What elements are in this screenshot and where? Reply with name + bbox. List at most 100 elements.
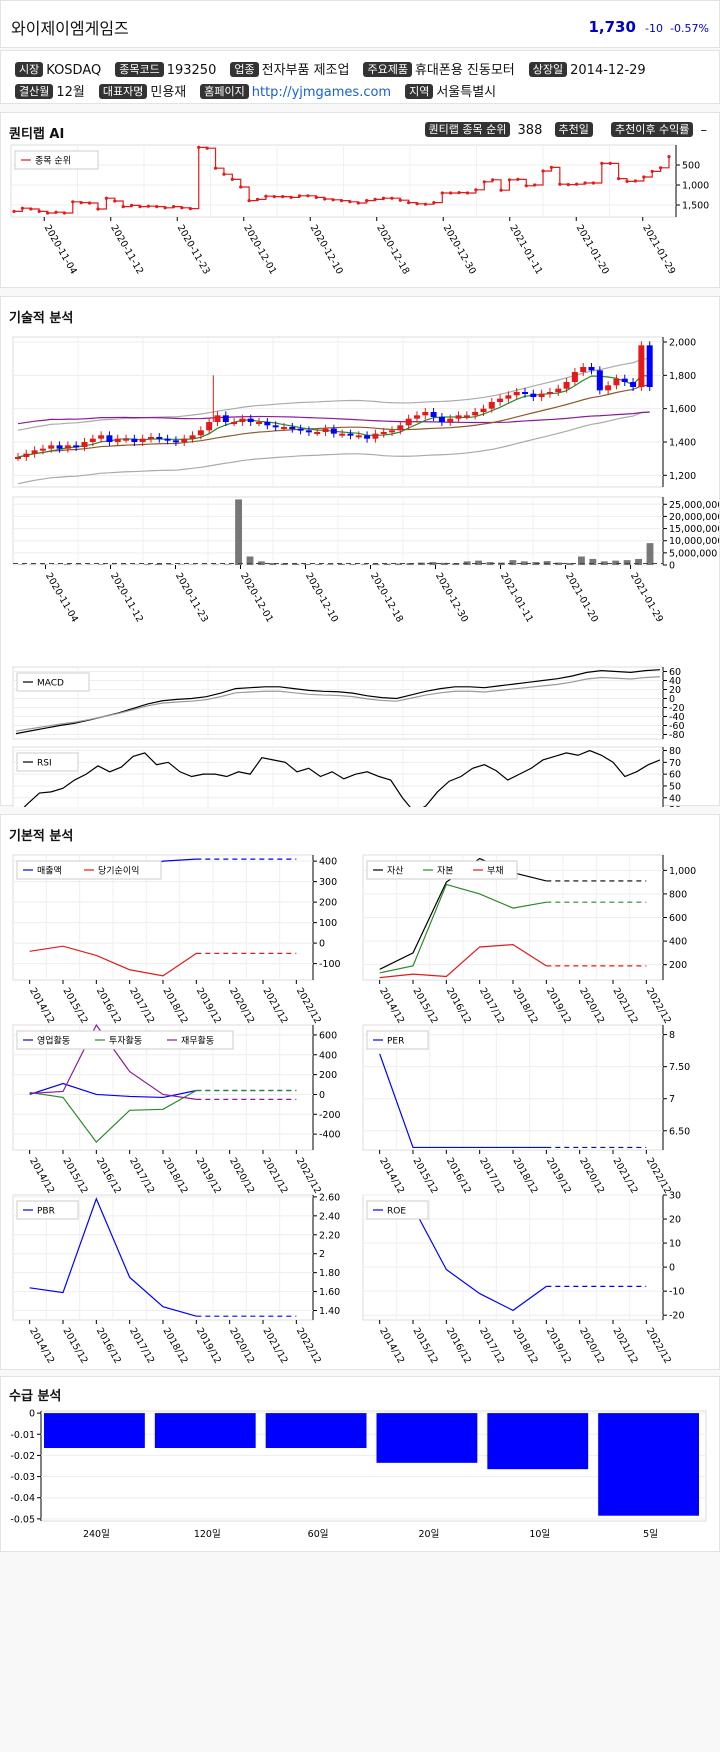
price-candle xyxy=(98,435,105,439)
volume-bar xyxy=(646,543,654,565)
volume-bar xyxy=(440,562,448,565)
rank-point xyxy=(339,199,344,203)
assets-ylabel-1: 800 xyxy=(669,889,687,900)
macd-ylabel-0: 60 xyxy=(669,667,681,678)
rsi-ylabel-5: 30 xyxy=(669,805,681,807)
sales-xlabel-7: 2021/12 xyxy=(260,986,289,1026)
supply-xlabel-4: 10일 xyxy=(529,1529,550,1540)
ai-stats: 퀀티랩 종목 순위 388 추천일 추천이후 수익률 – xyxy=(424,122,708,138)
roe-series-0 xyxy=(412,1206,547,1312)
info-value-r1-1: 193250 xyxy=(166,63,217,78)
rank-point xyxy=(465,191,470,195)
rank-point xyxy=(642,175,646,179)
technical-charts: 1,200 1,400 1,600 1,800 2,000 0 5,000,00010,00… xyxy=(12,336,719,807)
price-candle xyxy=(438,417,445,422)
ai-card: 퀀티랩 AI 퀀티랩 종목 순위 388 추천일 추천이후 수익률 – 500 1… xyxy=(0,112,720,288)
rank-point xyxy=(255,197,260,201)
price-candle xyxy=(538,393,545,397)
price-candle xyxy=(613,378,620,386)
rank-point xyxy=(297,194,302,198)
roe-ylabel-2: 10 xyxy=(669,1239,681,1250)
rsi-ylabel-3: 50 xyxy=(669,781,681,792)
info-value-r2-2[interactable]: http://yjmgames.com xyxy=(251,85,392,100)
cashflow-ylabel-5: -400 xyxy=(319,1130,341,1141)
price-candle xyxy=(422,412,429,416)
rank-xlabel-5: 2020-12-18 xyxy=(368,571,405,624)
cashflow-legend xyxy=(16,1030,234,1050)
pbr-ylabel-5: 1.60 xyxy=(319,1287,340,1298)
price-candle xyxy=(189,435,196,439)
roe-ylabel-1: 20 xyxy=(669,1215,681,1226)
price-candle xyxy=(31,450,38,454)
assets-xlabel-3: 2017/12 xyxy=(477,986,506,1026)
per-xlabel-6: 2020/12 xyxy=(577,1156,606,1196)
sales-xlabel-4: 2018/12 xyxy=(160,986,189,1026)
sales-ylabel-1: 300 xyxy=(319,877,337,888)
rank-xlabel-1: 2020-11-12 xyxy=(108,223,145,276)
price-candle xyxy=(571,372,578,382)
rank-point xyxy=(289,195,293,199)
price-candle xyxy=(339,433,346,436)
price-candle xyxy=(206,422,213,431)
rank-point xyxy=(575,182,579,186)
rank-point xyxy=(163,206,167,210)
rank-xlabel-3: 2020-12-01 xyxy=(238,571,275,624)
info-label-r1-3: 주요제품 xyxy=(363,62,412,77)
rsi-legend xyxy=(16,752,79,772)
rank-legend xyxy=(14,150,99,170)
rsi-ylabel-2: 60 xyxy=(669,770,681,781)
volume-ylabel-1: 5,000,000 xyxy=(669,548,717,559)
pbr-ylabel-2: 2.20 xyxy=(319,1230,340,1241)
roe-xlabel-7: 2021/12 xyxy=(610,1326,639,1366)
pbr-ylabel-4: 1.80 xyxy=(319,1268,340,1279)
cashflow-legend-label-0: 영업활동 xyxy=(37,1035,70,1047)
supply-bar-2 xyxy=(265,1413,367,1449)
change: -10 xyxy=(645,22,663,35)
supply-ylabel-5: -0.05 xyxy=(10,1514,35,1525)
price-candle xyxy=(64,445,71,449)
tech-title: 기술적 분석 xyxy=(9,311,74,326)
rank-point xyxy=(171,205,176,209)
cashflow-xlabel-5: 2019/12 xyxy=(194,1156,223,1196)
volume-bar xyxy=(258,561,265,565)
rank-point xyxy=(197,145,201,149)
rank-point xyxy=(566,183,570,187)
return-value: – xyxy=(700,123,708,138)
rank-xlabel-8: 2021-01-20 xyxy=(574,223,611,276)
price-candle xyxy=(364,435,371,439)
supply-xlabel-2: 60일 xyxy=(308,1529,329,1540)
rank-xlabel-5: 2020-12-18 xyxy=(374,223,411,276)
cashflow-series-1 xyxy=(29,1089,197,1143)
rank-ylabel-0: 500 xyxy=(682,161,700,172)
assets-xlabel-4: 2018/12 xyxy=(510,986,539,1026)
volume-bar xyxy=(475,560,482,565)
supply-bar-0 xyxy=(44,1413,145,1449)
supply-xlabel-3: 20일 xyxy=(418,1529,439,1540)
rank-point xyxy=(281,195,285,199)
price-candle xyxy=(305,430,312,433)
rank-point xyxy=(230,177,234,181)
supply-ylabel-3: -0.03 xyxy=(10,1472,35,1483)
price-ylabel-0: 1,200 xyxy=(669,471,696,482)
info-value-r1-4: 2014-12-29 xyxy=(570,63,646,78)
price-candle xyxy=(605,385,612,391)
rank-point xyxy=(180,206,184,210)
price-candle xyxy=(197,430,204,436)
rank-point xyxy=(138,205,142,209)
rank-point xyxy=(306,194,310,198)
rank-point xyxy=(659,166,663,170)
assets-xlabel-5: 2019/12 xyxy=(544,986,573,1026)
roe-ylabel-3: 0 xyxy=(669,1263,675,1274)
change-pct: -0.57% xyxy=(670,22,709,35)
rank-point xyxy=(272,195,276,199)
rank-point xyxy=(121,205,125,209)
price-candle xyxy=(472,412,479,416)
rank-point xyxy=(617,177,621,181)
volume-bar xyxy=(623,560,631,565)
price-candle xyxy=(621,378,628,382)
volume-ylabel-3: 15,000,000 xyxy=(669,524,719,535)
rank-xlabel-3: 2020-12-01 xyxy=(241,223,278,276)
sales-ylabel-4: 0 xyxy=(319,939,325,950)
rank-point xyxy=(440,191,444,195)
price-ylabel-2: 1,600 xyxy=(669,404,696,415)
